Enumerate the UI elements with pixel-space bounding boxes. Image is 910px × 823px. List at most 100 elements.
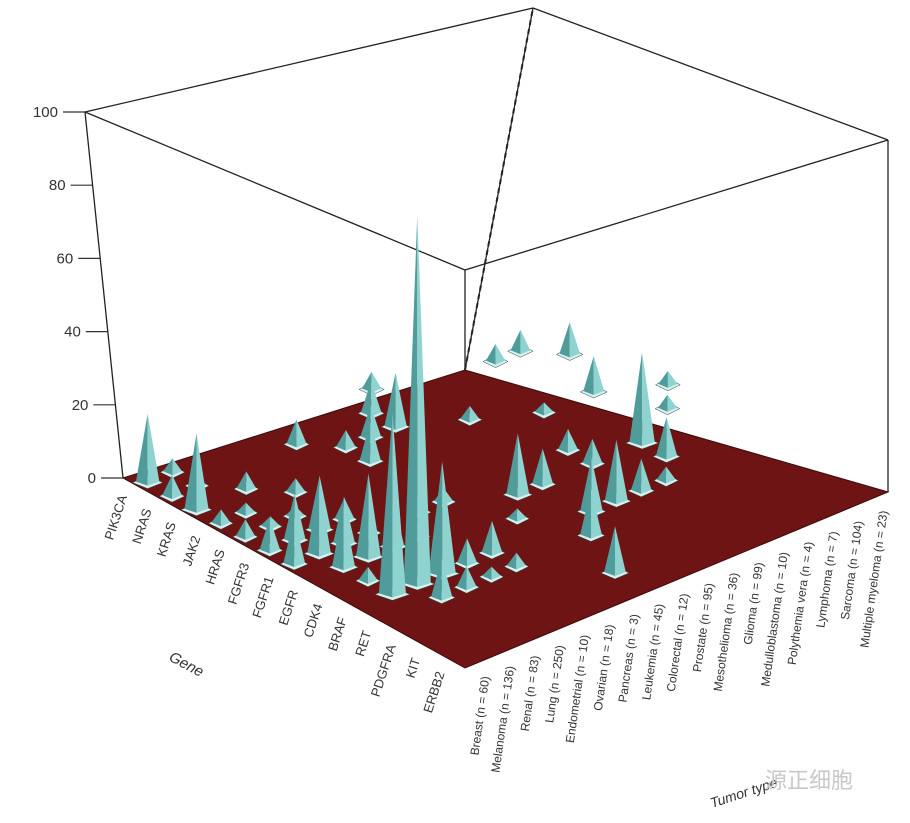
spike-left-50	[307, 484, 320, 557]
gene-label-6: FGFR1	[249, 575, 276, 620]
spike-right-51	[368, 473, 381, 560]
spike-right-21	[147, 413, 160, 486]
spike-right-49	[491, 520, 503, 556]
spike-left-55	[332, 505, 344, 571]
spike-right-44	[245, 519, 255, 540]
spike-left-1	[559, 322, 570, 358]
spike-left-20	[656, 466, 667, 484]
spike-left-42	[580, 488, 591, 539]
tumor-label-7: Leukemia (n = 45)	[639, 603, 666, 701]
gene-label-1: NRAS	[129, 506, 155, 545]
spike-right-26	[295, 478, 306, 496]
gene-label-3: JAK2	[179, 534, 203, 568]
spike-left-21	[135, 413, 148, 486]
spike-right-9	[469, 405, 480, 423]
spike-right-8	[371, 381, 382, 417]
spike-right-54	[516, 552, 526, 570]
spike-right-63	[441, 558, 453, 601]
spike-right-56	[614, 526, 626, 576]
spike-right-58	[491, 566, 501, 580]
chart-spikes	[131, 215, 681, 604]
tumor-label-0: Breast (n = 60)	[467, 675, 492, 756]
spike-left-0	[510, 329, 521, 355]
tumor-label-8: Colorectal (n = 12)	[664, 592, 692, 692]
spike-right-32	[591, 457, 603, 515]
spike-left-6	[658, 394, 668, 412]
spike-left-13	[286, 419, 297, 448]
z-tick-label-0: 0	[88, 470, 96, 487]
spike-left-8	[360, 381, 372, 417]
tumor-label-1: Melanoma (n = 136)	[488, 665, 517, 774]
spike-right-52	[467, 538, 477, 567]
frame-edge-6	[84, 111, 466, 271]
spike-left-60	[403, 215, 418, 588]
spike-left-44	[235, 519, 246, 540]
spike-right-25	[641, 458, 652, 494]
spike-left-27	[506, 433, 518, 498]
gene-label-7: EGFR	[276, 588, 301, 627]
spike-right-3	[667, 370, 678, 388]
spike-right-6	[667, 394, 677, 412]
spike-left-51	[356, 473, 369, 560]
spike-right-36	[517, 508, 527, 522]
spike-left-24	[236, 471, 247, 493]
spike-right-14	[345, 429, 356, 451]
spike-right-39	[270, 516, 280, 530]
frame-edge-4	[84, 7, 534, 113]
spike-right-19	[172, 458, 182, 476]
spike-left-36	[507, 508, 518, 522]
gene-label-12: KIT	[403, 656, 424, 680]
spike-right-29	[616, 439, 628, 505]
spike-right-48	[269, 518, 280, 554]
spike-right-7	[543, 402, 554, 416]
spike-right-11	[370, 405, 381, 441]
frame-back-edge	[464, 7, 534, 371]
tumor-label-2: Renal (n = 83)	[518, 655, 542, 733]
spike-left-9	[460, 405, 470, 423]
tumor-label-3: Lung (n = 250)	[542, 644, 567, 724]
spike-left-53	[283, 517, 295, 568]
spike-right-18	[592, 438, 603, 467]
spike-left-48	[259, 518, 270, 554]
spike-right-24	[246, 471, 256, 493]
spike-left-54	[506, 552, 517, 570]
spike-left-57	[428, 460, 443, 577]
spike-left-34	[236, 502, 246, 516]
spike-right-16	[666, 416, 678, 460]
spike-right-1	[569, 322, 580, 358]
spike-right-34	[245, 502, 256, 516]
spike-right-55	[343, 505, 355, 571]
z-tick-label-1: 20	[72, 397, 89, 414]
frame-edge-7	[464, 139, 889, 271]
tumor-label-6: Pancreas (n = 3)	[615, 613, 641, 703]
spike-left-28	[162, 474, 173, 500]
watermark: 源正细胞	[765, 768, 853, 793]
spike-right-10	[395, 372, 407, 430]
spike-left-26	[286, 478, 296, 496]
gene-label-11: PDGFRA	[368, 642, 399, 698]
spike-left-63	[431, 558, 442, 601]
spike-left-2	[485, 343, 496, 365]
spike-left-7	[534, 402, 544, 416]
z-tick-label-4: 80	[49, 177, 66, 194]
z-tick-label-3: 60	[57, 250, 74, 267]
spike-right-59	[367, 566, 378, 584]
gene-label-8: CDK4	[301, 602, 326, 640]
spike-right-0	[520, 329, 531, 355]
spike-right-4	[371, 371, 382, 393]
gene-label-10: RET	[352, 629, 374, 658]
spike-right-50	[319, 484, 331, 557]
spike-left-25	[631, 458, 642, 494]
spike-right-28	[172, 474, 182, 500]
spike-right-15	[567, 428, 578, 454]
spike-left-62	[378, 412, 393, 598]
spike-right-2	[495, 343, 506, 365]
spike-left-56	[604, 526, 615, 576]
z-tick-label-5: 100	[33, 104, 58, 121]
gene-label-2: KRAS	[154, 520, 179, 559]
tumor-label-5: Ovarian (n = 18)	[591, 624, 617, 712]
spike-left-19	[163, 458, 173, 476]
gene-label-4: HRAS	[202, 547, 228, 586]
spike-left-29	[604, 439, 617, 505]
